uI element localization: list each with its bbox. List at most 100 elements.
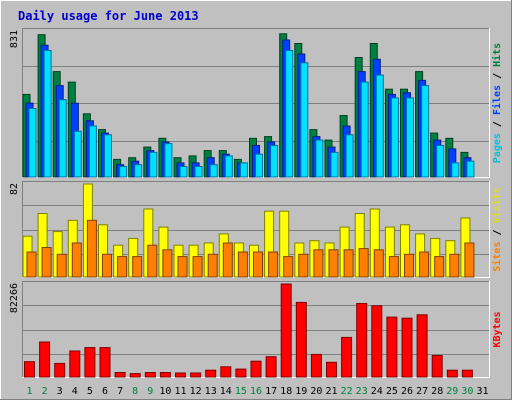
bar-sites-day-20: [313, 249, 324, 278]
bar-sites-day-11: [177, 256, 188, 278]
x-tick-label-7: 7: [117, 386, 123, 397]
bar-kbytes-day-10: [159, 372, 171, 378]
bar-kbytes-day-30: [461, 369, 473, 378]
bar-pages-day-13: [209, 164, 218, 178]
legend-entry-sites: Sites: [491, 242, 503, 272]
bar-sites-day-1: [26, 251, 37, 278]
x-tick-label-22: 22: [341, 386, 353, 397]
bar-pages-day-7: [119, 166, 128, 178]
x-tick-label-30: 30: [461, 386, 473, 397]
x-tick-label-3: 3: [57, 386, 63, 397]
bar-sites-day-29: [449, 253, 460, 278]
bar-pages-day-19: [300, 62, 309, 178]
x-tick-label-21: 21: [325, 386, 337, 397]
bar-kbytes-day-17: [265, 356, 277, 378]
bar-kbytes-day-26: [401, 317, 413, 378]
bar-sites-day-3: [56, 253, 67, 278]
bar-kbytes-day-13: [205, 369, 217, 378]
y-max-label: 82266: [9, 283, 20, 313]
bar-kbytes-day-4: [69, 350, 81, 378]
x-tick-label-9: 9: [147, 386, 153, 397]
bar-sites-day-16: [253, 251, 263, 278]
x-tick-label-8: 8: [132, 386, 138, 397]
bar-sites-day-15: [237, 251, 248, 278]
x-tick-label-4: 4: [72, 386, 78, 397]
bar-kbytes-day-9: [144, 372, 156, 378]
legend-sites-visits: Sites / Visits: [491, 187, 503, 271]
bar-sites-day-12: [192, 256, 203, 278]
bar-sites-day-9: [147, 244, 158, 278]
x-tick-label-13: 13: [205, 386, 217, 397]
bar-pages-day-21: [330, 151, 339, 178]
bar-pages-day-28: [436, 144, 445, 178]
bar-pages-day-23: [360, 81, 369, 178]
bar-sites-day-6: [102, 253, 112, 278]
bar-kbytes-day-24: [371, 305, 383, 378]
x-tick-label-14: 14: [220, 386, 232, 397]
bar-pages-day-12: [194, 166, 203, 178]
bar-kbytes-day-19: [295, 301, 307, 378]
legend-entry-files: Files: [491, 85, 503, 115]
bar-pages-day-27: [421, 85, 430, 178]
bar-pages-day-14: [224, 155, 233, 178]
bar-kbytes-day-20: [310, 353, 322, 378]
bar-kbytes-day-14: [220, 366, 232, 378]
x-tick-label-20: 20: [310, 386, 322, 397]
bar-sites-day-25: [388, 256, 399, 278]
bar-pages-day-30: [466, 160, 475, 178]
bar-pages-day-8: [134, 164, 143, 178]
bar-kbytes-day-6: [99, 347, 111, 378]
legend-pages-files-hits: Pages / Files / Hits: [491, 43, 503, 163]
bar-sites-day-10: [162, 249, 173, 278]
bar-kbytes-day-23: [356, 303, 368, 378]
bar-kbytes-day-25: [386, 316, 398, 378]
x-tick-label-25: 25: [386, 386, 398, 397]
bar-kbytes-day-21: [326, 361, 337, 378]
bar-pages-day-11: [179, 166, 188, 178]
x-tick-label-23: 23: [356, 386, 368, 397]
legend-separator: /: [492, 223, 503, 241]
x-tick-label-17: 17: [265, 386, 277, 397]
bar-pages-day-20: [315, 139, 324, 178]
bar-kbytes-day-5: [84, 347, 96, 378]
bar-sites-day-4: [71, 242, 82, 278]
bar-pages-day-29: [451, 162, 460, 178]
bar-kbytes-day-22: [341, 336, 353, 378]
x-tick-label-12: 12: [190, 386, 202, 397]
x-tick-label-19: 19: [295, 386, 307, 397]
y-max-label: 82: [9, 183, 20, 195]
bar-kbytes-day-29: [446, 369, 458, 378]
bar-sites-day-21: [328, 249, 339, 278]
bar-pages-day-2: [43, 50, 52, 178]
bar-kbytes-day-15: [235, 368, 247, 378]
x-tick-label-10: 10: [159, 386, 171, 397]
x-tick-label-1: 1: [26, 386, 32, 397]
bar-pages-day-1: [28, 108, 37, 178]
bar-pages-day-16: [255, 153, 263, 178]
bar-sites-day-8: [132, 256, 143, 278]
bar-sites-day-27: [419, 251, 430, 278]
bar-kbytes-day-28: [431, 355, 443, 378]
x-tick-label-24: 24: [371, 386, 383, 397]
bar-pages-day-15: [239, 162, 248, 178]
x-tick-label-27: 27: [416, 386, 428, 397]
y-max-label: 831: [9, 30, 20, 48]
legend-entry-kbytes: KBytes: [492, 311, 503, 347]
bar-sites-day-19: [298, 253, 309, 278]
x-tick-label-26: 26: [401, 386, 413, 397]
bar-sites-day-7: [117, 256, 128, 278]
bar-sites-day-2: [41, 247, 52, 278]
bar-sites-day-26: [404, 253, 414, 278]
bar-kbytes-day-3: [54, 362, 66, 378]
bar-sites-day-14: [222, 242, 233, 278]
bar-sites-day-30: [464, 242, 475, 278]
bar-pages-day-3: [58, 99, 67, 178]
bar-sites-day-24: [373, 249, 384, 278]
bar-pages-day-25: [390, 97, 399, 178]
legend-kbytes: KBytes: [492, 311, 503, 347]
legend-entry-visits: Visits: [491, 187, 503, 223]
bar-kbytes-day-7: [114, 372, 126, 378]
bar-kbytes-day-2: [39, 341, 51, 378]
x-tick-label-18: 18: [280, 386, 292, 397]
